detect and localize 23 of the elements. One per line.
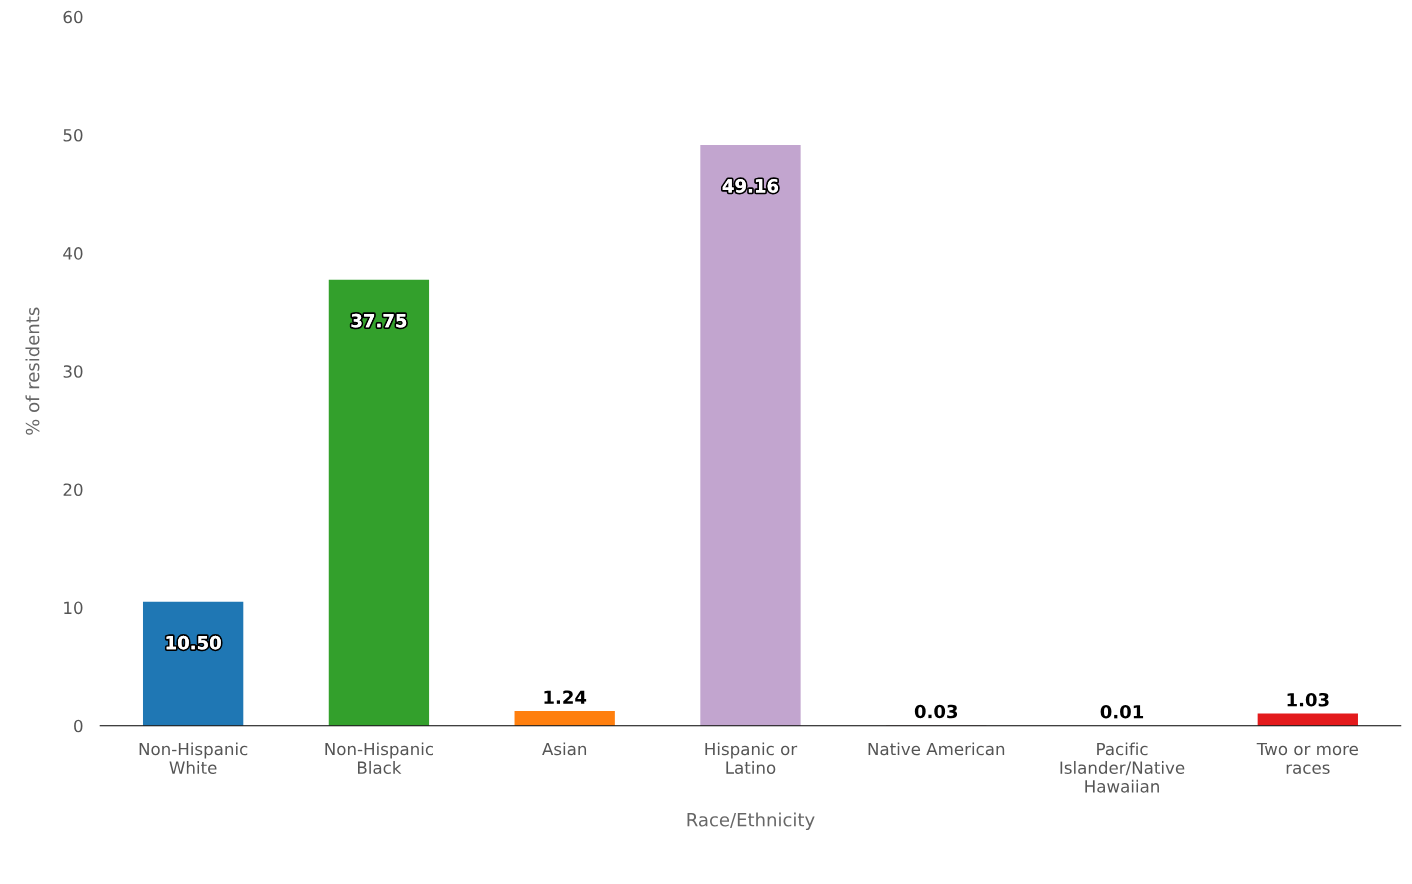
data-label: 1.03 xyxy=(1287,692,1329,707)
x-tick-label: Non-Hispanic White xyxy=(139,742,248,774)
x-axis-title: Race/Ethnicity xyxy=(687,812,815,831)
x-tick-label: Hispanic or Latino xyxy=(705,742,798,774)
y-tick-label: 40 xyxy=(63,247,83,260)
y-tick-label: 0 xyxy=(74,719,83,733)
data-label: 0.03 xyxy=(914,704,958,719)
y-tick-label: 50 xyxy=(63,128,83,142)
x-tick-label: Non-Hispanic Black xyxy=(325,742,433,774)
data-label: 0.01 xyxy=(1100,704,1144,719)
x-tick-label: Asian xyxy=(542,742,587,756)
y-tick-label: 20 xyxy=(63,483,83,497)
x-tick-label: Pacific Islander/Native Hawaiian xyxy=(1060,742,1185,793)
data-label: 1.24 xyxy=(544,690,587,704)
y-axis-title: % of residents xyxy=(25,307,40,435)
x-tick-label: Native American xyxy=(868,742,1005,756)
y-tick-label: 30 xyxy=(63,365,83,378)
x-tick-label: Two or more races xyxy=(1256,742,1358,774)
y-tick-label: 10 xyxy=(64,601,83,615)
data-label: 10.50 xyxy=(166,635,221,650)
data-label: 49.16 xyxy=(722,179,779,193)
y-tick-label: 60 xyxy=(63,10,83,24)
data-label: 37.75 xyxy=(351,313,407,328)
